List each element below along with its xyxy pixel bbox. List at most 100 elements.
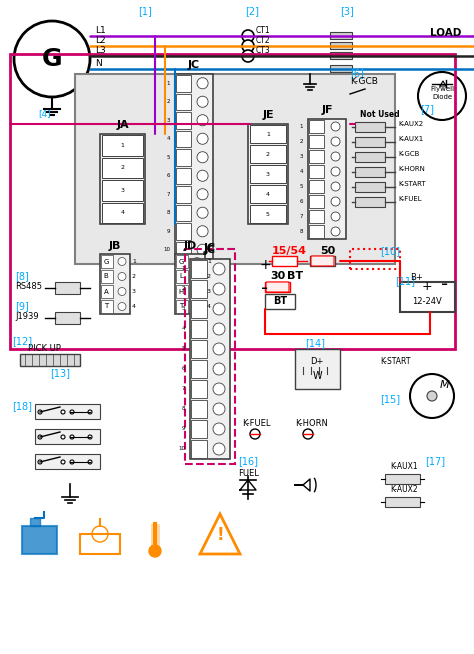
Bar [309,210,324,223]
Bar [20,354,80,366]
Circle shape [88,410,92,414]
Bar [176,167,191,184]
Text: [4]: [4] [38,109,51,118]
Text: 3: 3 [182,307,185,311]
Text: 9: 9 [166,229,170,233]
Bar [385,474,420,484]
Text: [2]: [2] [245,6,259,16]
Text: 5: 5 [300,184,303,189]
Bar [191,420,207,438]
Text: 4: 4 [207,304,211,309]
Bar [101,300,113,313]
Bar [30,518,40,526]
Bar [265,294,295,309]
Text: JE: JE [262,110,274,120]
Bar [176,75,191,92]
Circle shape [118,273,126,281]
Text: 12-24V: 12-24V [412,298,442,307]
FancyBboxPatch shape [266,282,289,292]
Text: N: N [95,59,102,68]
Text: JC: JC [204,243,216,253]
Text: D+: D+ [310,357,324,366]
Circle shape [118,258,126,266]
Text: 2: 2 [166,99,170,104]
Text: 30: 30 [270,271,285,281]
Text: 7: 7 [166,192,170,197]
Circle shape [213,423,225,435]
Text: [1]: [1] [138,6,152,16]
Text: K-START: K-START [380,357,410,366]
Circle shape [197,133,208,145]
Text: 2: 2 [182,286,185,292]
Text: [13]: [13] [50,368,70,378]
Bar [175,254,205,314]
Bar [345,87,370,96]
Text: 7: 7 [182,387,185,392]
Circle shape [197,96,208,107]
Text: [3]: [3] [340,6,354,16]
Text: 6: 6 [166,173,170,179]
Text: J1939: J1939 [15,312,38,321]
Circle shape [197,207,208,218]
Text: LOAD: LOAD [430,28,461,38]
Bar [176,285,188,298]
Bar [35,454,100,469]
Text: 3: 3 [166,118,170,123]
Text: [6]: [6] [350,68,364,78]
Bar [400,282,455,312]
Bar [250,125,286,143]
Text: 4: 4 [120,210,125,215]
Text: L3: L3 [95,46,106,55]
Bar [176,255,188,268]
Bar [102,203,143,223]
Text: 4: 4 [266,192,270,196]
Text: A: A [104,288,109,294]
Circle shape [61,435,65,439]
Bar [250,185,286,203]
Bar [102,158,143,178]
Circle shape [427,391,437,401]
Bar [355,197,385,207]
Text: [9]: [9] [15,301,29,311]
Bar [250,205,286,223]
Circle shape [197,114,208,126]
Circle shape [88,435,92,439]
Text: 9: 9 [182,426,185,432]
Bar [55,312,80,324]
Text: 4: 4 [166,136,170,141]
Bar [176,94,191,110]
Bar [176,300,188,313]
Circle shape [365,90,369,94]
Bar [350,249,400,269]
Circle shape [14,21,90,97]
Circle shape [193,288,201,296]
Circle shape [331,152,340,161]
Text: M: M [440,380,450,390]
Text: [18]: [18] [12,401,32,411]
Text: L1: L1 [95,26,106,35]
Circle shape [70,410,74,414]
Text: T: T [104,303,108,309]
Text: G: G [103,258,109,264]
Bar [35,404,100,419]
Circle shape [331,197,340,206]
Text: [11]: [11] [395,276,415,286]
Text: [16]: [16] [238,456,258,466]
Bar [101,270,113,283]
Text: K-GCB: K-GCB [398,151,419,157]
Text: JA: JA [116,120,129,130]
Circle shape [213,443,225,455]
Bar [191,320,207,338]
Bar [176,270,188,283]
Bar [176,241,191,258]
Circle shape [213,363,225,375]
Text: CT3: CT3 [256,46,271,55]
Text: JC: JC [188,60,200,70]
Circle shape [331,122,340,131]
Text: 1: 1 [120,143,125,148]
Bar [309,150,324,163]
Circle shape [38,410,42,414]
Text: L2: L2 [95,36,106,45]
Bar [101,255,113,268]
Bar [191,360,207,378]
